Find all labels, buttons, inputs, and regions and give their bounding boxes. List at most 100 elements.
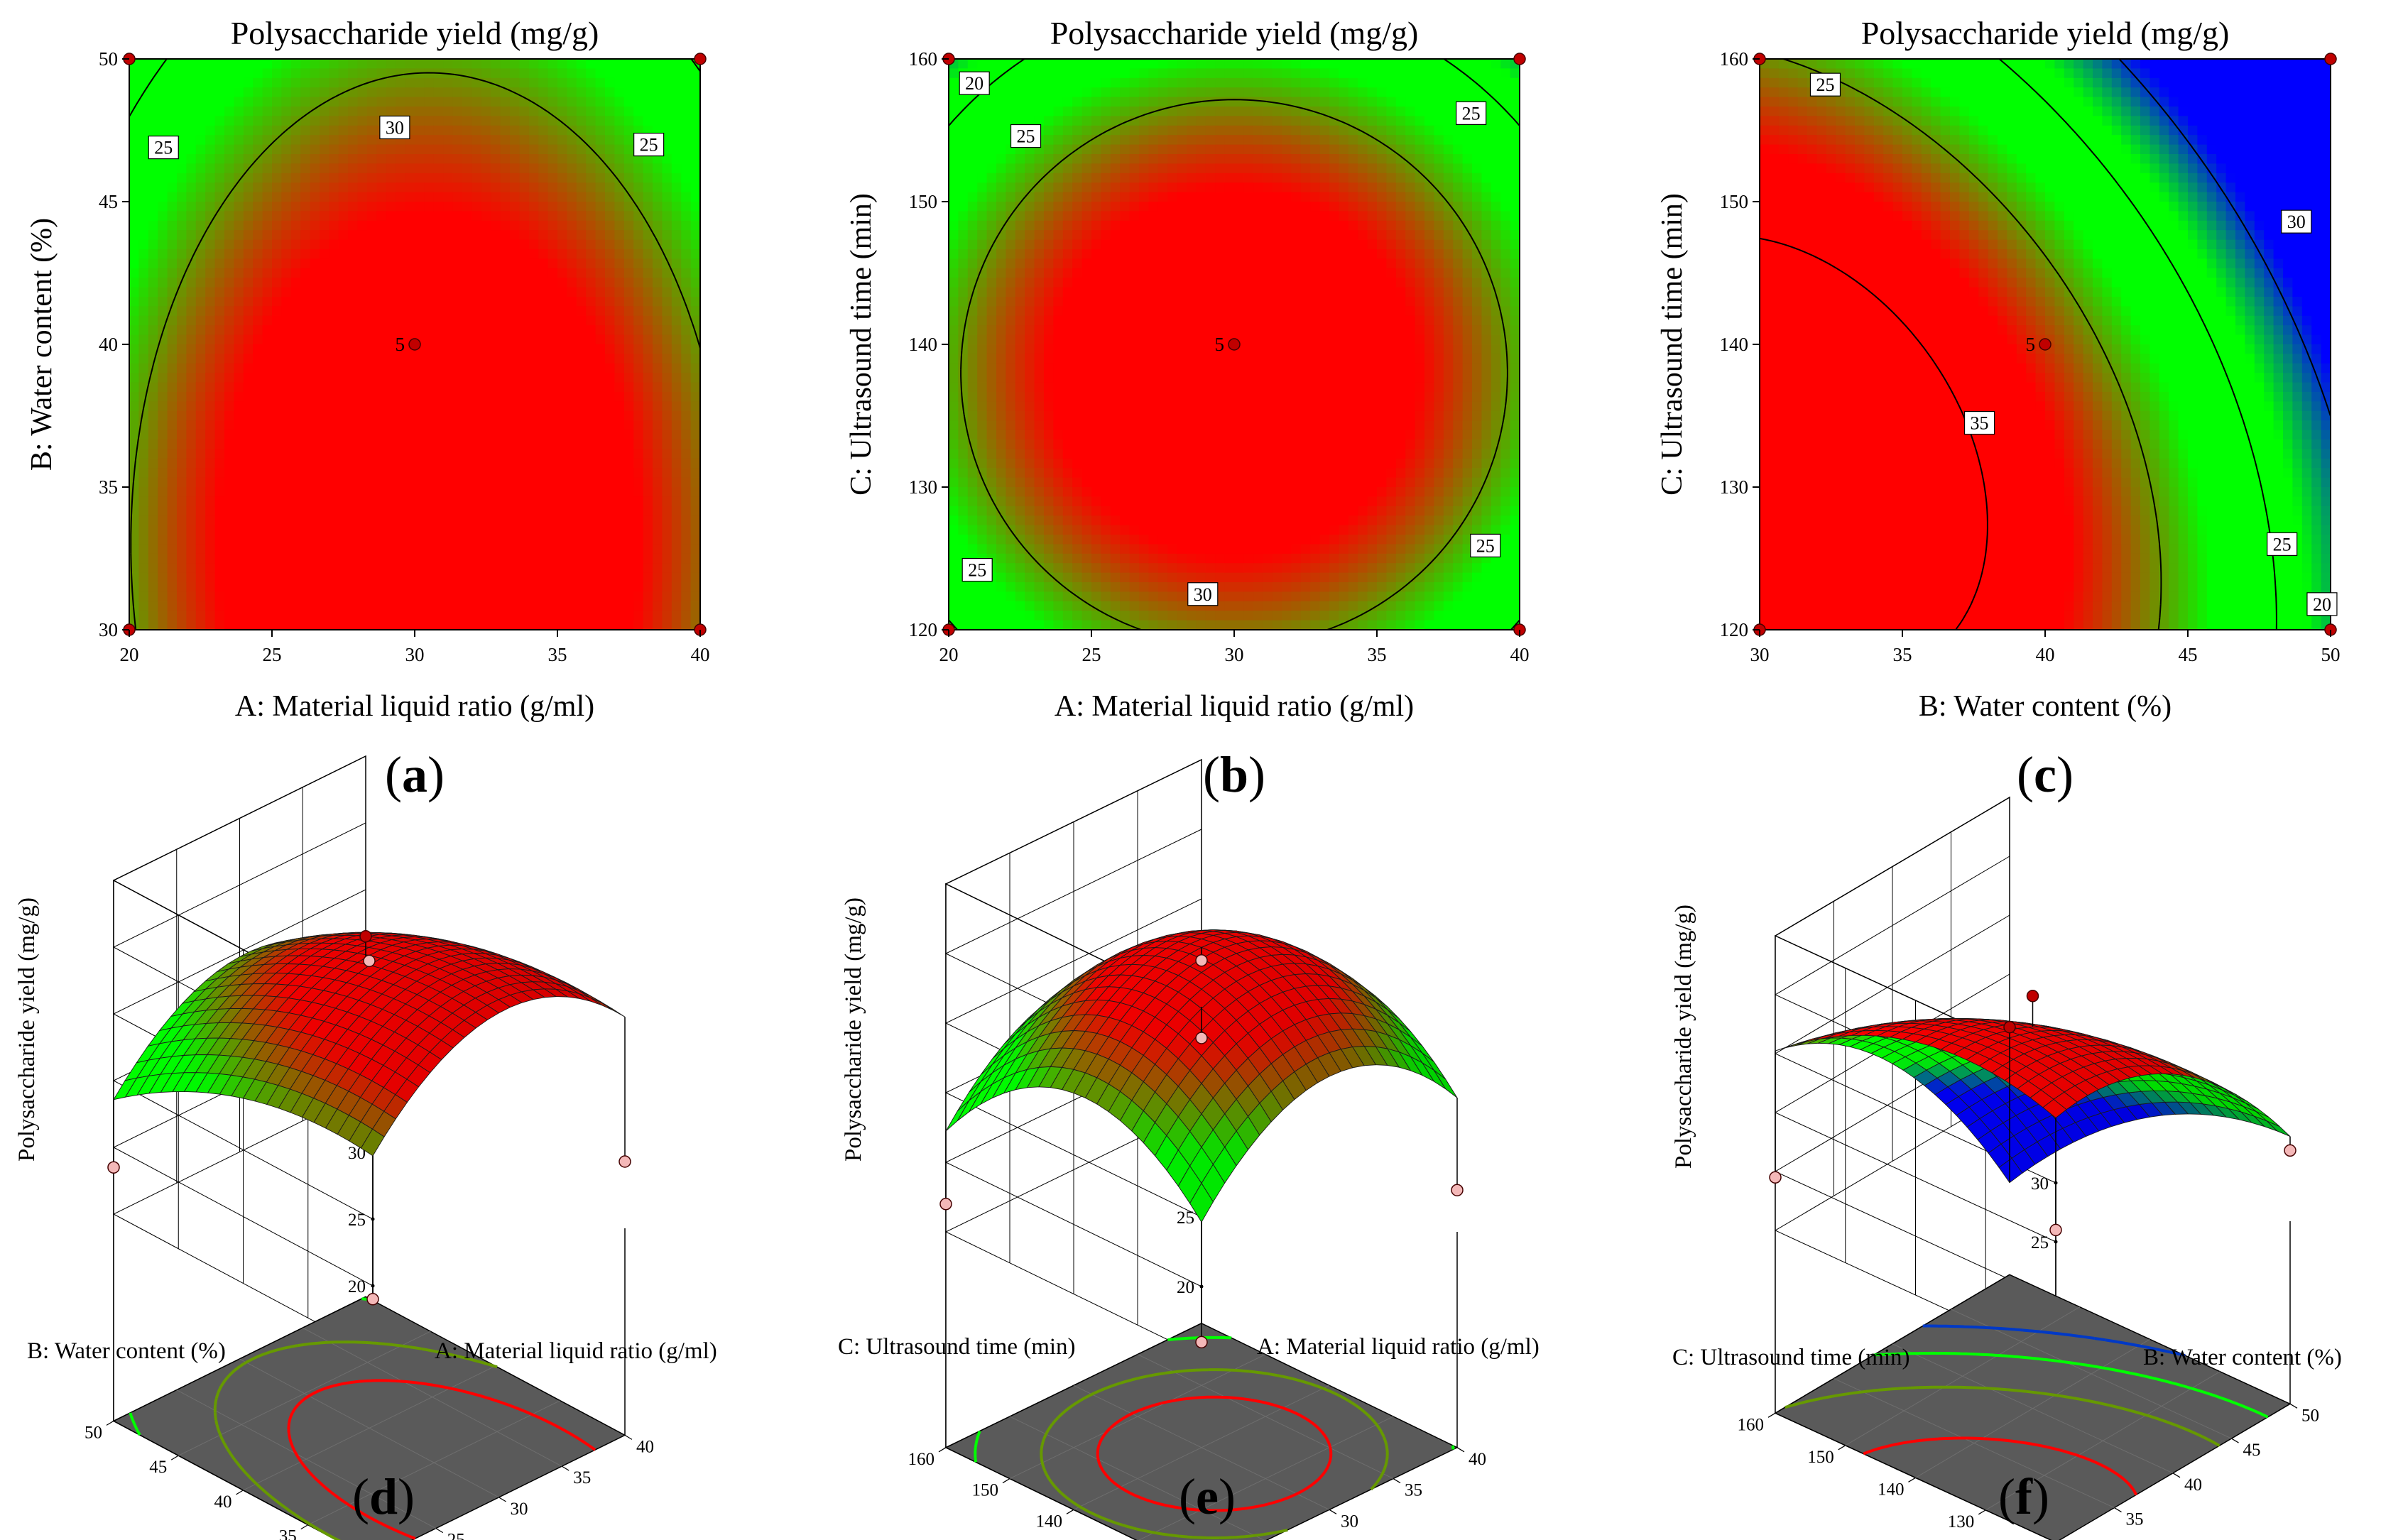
- design-point: [408, 338, 421, 351]
- x-tick-label: 35: [573, 1468, 591, 1487]
- y-axis-label: B: Water content (%): [27, 1338, 226, 1364]
- y-tick-label: 160: [908, 1450, 935, 1469]
- y-tick-label: 140: [1878, 1480, 1905, 1499]
- response-surface: [113, 932, 626, 1157]
- contour-line: [130, 72, 700, 630]
- z-tick-label: 20: [1177, 1278, 1194, 1297]
- contour-area: [1760, 59, 2331, 630]
- x-tick-label: 45: [2179, 644, 2198, 665]
- y-tick-label: 130: [909, 476, 938, 498]
- design-point: [366, 1293, 379, 1306]
- design-points: [107, 930, 631, 1306]
- y-tick-label: 35: [279, 1527, 297, 1540]
- design-point: [363, 954, 376, 968]
- contour-label: 30: [1187, 582, 1219, 606]
- panel-d: 15202530354020253035403035404550 Polysac…: [14, 755, 717, 1540]
- y-tick-label: 45: [149, 1458, 167, 1477]
- contour-area: [129, 59, 700, 630]
- x-axis-label: B: Water content (%): [2143, 1345, 2342, 1370]
- panel-letter: (c): [2017, 746, 2074, 803]
- axis-ticks: 30 35 40 45 50 120 130 140 150 160: [1720, 48, 2341, 665]
- contour-label: 25: [2267, 532, 2298, 557]
- contour-label: 20: [2306, 592, 2338, 616]
- axis-ticks: 20 25 30 35 40 120 130 140 150 160: [909, 48, 1530, 665]
- axis-ticks: 20 25 30 35 40 30 35 40 45 50: [99, 48, 710, 665]
- y-tick-label: 30: [99, 619, 118, 640]
- z-tick-label: 25: [348, 1211, 366, 1230]
- floor-contour: [287, 1379, 596, 1540]
- contour-label: 35: [1963, 410, 1995, 435]
- center-point-count: 5: [396, 334, 405, 355]
- x-tick-label: 30: [1750, 644, 1770, 665]
- design-point: [2049, 1223, 2062, 1237]
- y-tick-label: 140: [1036, 1512, 1063, 1531]
- z-axis-label: Polysaccharide yield (mg/g): [14, 897, 40, 1162]
- chart-title: Polysaccharide yield (mg/g): [1861, 15, 2230, 51]
- contour-label: 25: [148, 136, 179, 160]
- contour-label: 30: [2281, 209, 2312, 234]
- design-points: [1769, 990, 2296, 1237]
- floor-contour: [1873, 1351, 2269, 1419]
- panel-b: Polysaccharide yield (mg/g) 20 25 25 30 25 25…: [845, 15, 1530, 803]
- center-point-count: 5: [2026, 334, 2036, 355]
- y-axis-label: C: Ultrasound time (min): [845, 193, 878, 496]
- x-tick-label: 30: [511, 1500, 528, 1519]
- panel-letter: (b): [1203, 746, 1265, 803]
- response-surface: [1775, 1017, 2291, 1184]
- design-point: [1451, 1184, 1464, 1196]
- center-point-count: 5: [1215, 334, 1225, 355]
- y-axis-label: C: Ultrasound time (min): [1672, 1345, 1910, 1370]
- floor-contour: [213, 1340, 498, 1540]
- svg-text:25: 25: [154, 138, 173, 158]
- y-tick-label: 160: [1720, 48, 1749, 70]
- contour-labels: 25 30 35 25 20: [1809, 72, 2338, 616]
- contour-label: 25: [1456, 101, 1487, 125]
- panel-c: Polysaccharide yield (mg/g) 25 30 35 25 20 5…: [1656, 15, 2341, 803]
- x-axis-label: A: Material liquid ratio (g/ml): [1055, 690, 1414, 723]
- x-tick-label: 30: [1341, 1512, 1358, 1531]
- y-tick-label: 40: [214, 1492, 232, 1512]
- y-tick-label: 140: [1720, 334, 1749, 355]
- contour-label: 20: [959, 71, 990, 95]
- z-axis-label: Polysaccharide yield (mg/g): [841, 897, 866, 1162]
- x-tick-label: 45: [2243, 1441, 2261, 1460]
- heatmap-cells: [1760, 59, 2331, 630]
- x-tick-label: 40: [1469, 1450, 1486, 1469]
- panel-f: 1520253035403035404550120130140150160 Po…: [1671, 796, 2342, 1540]
- response-surface: [945, 929, 1458, 1223]
- panel-letter: (e): [1179, 1468, 1236, 1525]
- y-tick-label: 120: [909, 619, 938, 640]
- x-tick-label: 25: [447, 1531, 465, 1540]
- z-axis-label: Polysaccharide yield (mg/g): [1671, 905, 1696, 1169]
- panel-letter: (a): [385, 746, 445, 803]
- z-tick-label: 30: [2031, 1174, 2049, 1194]
- design-point: [2284, 1144, 2296, 1157]
- x-tick-label: 20: [120, 644, 139, 665]
- chart-title: Polysaccharide yield (mg/g): [1050, 15, 1419, 51]
- design-point: [107, 1161, 120, 1174]
- floor-contour: [1785, 1385, 2221, 1447]
- y-tick-label: 35: [99, 476, 118, 498]
- floor-contour: [1096, 1395, 1333, 1512]
- y-axis-label: B: Water content (%): [26, 218, 58, 471]
- y-tick-label: 150: [972, 1481, 999, 1500]
- x-tick-label: 50: [2301, 1406, 2319, 1425]
- design-point: [1228, 338, 1241, 351]
- x-tick-label: 35: [1368, 644, 1387, 665]
- panel-letter: (d): [352, 1468, 415, 1525]
- design-point: [939, 1198, 952, 1211]
- x-tick-label: 25: [263, 644, 282, 665]
- contour-label: 25: [633, 133, 665, 157]
- y-tick-label: 160: [909, 48, 938, 70]
- y-tick-label: 40: [99, 334, 118, 355]
- y-tick-label: 150: [1807, 1448, 1834, 1467]
- design-point: [359, 930, 372, 943]
- surface-plot: 1520253035403035404550120130140150160: [1738, 796, 2319, 1540]
- x-axis-label: A: Material liquid ratio (g/ml): [1257, 1334, 1540, 1360]
- floor-contour: [1863, 1436, 2138, 1496]
- design-point: [694, 53, 707, 65]
- surface-plot: 15202530354020253035403035404550: [85, 755, 654, 1540]
